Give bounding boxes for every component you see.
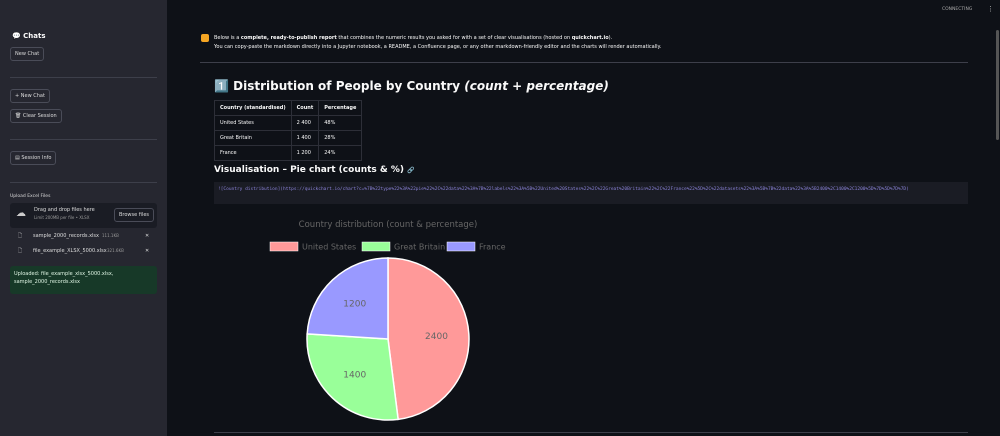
text: 1️⃣ Distribution of People by Country xyxy=(214,79,465,93)
text: quickchart.io xyxy=(571,35,609,41)
drop-text: Drag and drop files here xyxy=(34,207,95,213)
table-cell: 24% xyxy=(318,145,363,161)
button[interactable]: + New Chat xyxy=(10,89,50,103)
browse-button[interactable]: Browse files xyxy=(114,208,155,222)
table: Country (standardised) Count Percentage Uni… xyxy=(214,100,363,161)
table-row: France 1 200 24% xyxy=(214,145,363,161)
code-block: ![Country distribution](https://quickcha… xyxy=(214,182,968,204)
table-cell: France xyxy=(214,145,292,161)
legend-label: France xyxy=(479,243,506,252)
button[interactable]: ▤ Session Info xyxy=(10,151,57,165)
divider xyxy=(10,182,157,183)
table-cell: 2 400 xyxy=(290,115,320,131)
file-name: file_example_XLSX_5000.xlsx xyxy=(33,248,107,254)
text: complete, ready-to-publish report xyxy=(240,35,337,41)
divider xyxy=(10,77,157,78)
subheading: Visualisation – Pie chart (counts & %) 🔗 xyxy=(214,165,415,175)
table-cell: Great Britain xyxy=(214,130,292,146)
table-cell: 28% xyxy=(318,130,363,146)
legend-swatch xyxy=(269,241,299,252)
table-cell: 48% xyxy=(318,115,363,131)
drop-limit: Limit 200MB per file • XLSX xyxy=(34,215,90,220)
upload-icon: ☁ xyxy=(16,208,26,219)
data-label: 1400 xyxy=(343,370,366,380)
sidebar-title: 💬 Chats xyxy=(12,32,46,40)
intro: Below is a complete, ready-to-publish re… xyxy=(214,35,612,41)
table-cell: 1 200 xyxy=(290,145,320,161)
data-label: 2400 xyxy=(425,332,448,342)
dropzone[interactable] xyxy=(10,203,157,228)
table-row: Country (standardised) Count Percentage xyxy=(214,100,363,116)
legend-swatch xyxy=(446,241,476,252)
divider xyxy=(200,62,968,63)
table-cell: Count xyxy=(290,100,320,116)
text: that combines the numeric results you as… xyxy=(336,35,572,41)
remove-file[interactable]: ✕ xyxy=(145,233,150,239)
table-row: United States 2 400 48% xyxy=(214,115,363,131)
table-cell: 1 400 xyxy=(290,130,320,146)
button[interactable]: New Chat xyxy=(10,47,45,61)
table-cell: United States xyxy=(214,115,292,131)
file-icon: 🗋 xyxy=(18,248,23,254)
text: ). xyxy=(608,35,613,41)
pie-slice xyxy=(387,257,470,421)
scrollbar[interactable] xyxy=(996,30,999,140)
legend-label: United States xyxy=(302,243,356,252)
file-icon: 🗋 xyxy=(18,233,23,239)
divider xyxy=(10,139,157,140)
text: Below is a xyxy=(214,35,241,41)
text: Visualisation – Pie chart (counts & %) xyxy=(214,165,405,175)
intro: You can copy-paste the markdown directly… xyxy=(214,44,662,50)
status: CONNECTING xyxy=(942,7,973,12)
button[interactable]: 🗑 Clear Session xyxy=(10,109,62,123)
menu[interactable]: ⋮ xyxy=(987,5,994,13)
table-cell: Country (standardised) xyxy=(214,100,292,116)
file-size: 111.1KB xyxy=(102,233,119,238)
legend-label: Great Britain xyxy=(394,243,445,252)
avatar xyxy=(201,34,209,42)
legend-swatch xyxy=(361,241,391,252)
text: (count + percentage) xyxy=(464,79,609,93)
remove-file[interactable]: ✕ xyxy=(145,248,150,254)
link-icon[interactable]: 🔗 xyxy=(407,167,415,174)
chart-title: Country distribution (count & percentage… xyxy=(299,220,478,230)
upload-label: Upload Excel Files xyxy=(10,194,51,199)
pie-slice xyxy=(306,257,389,340)
divider xyxy=(214,432,968,433)
data-label: 1200 xyxy=(343,300,366,310)
table-row: Great Britain 1 400 28% xyxy=(214,130,363,146)
success-alert: Uploaded: file_example_xlsx_5000.xlsx, s… xyxy=(10,266,157,294)
chart: Country distribution (count & percentage… xyxy=(269,220,506,421)
file-size: 321.6KB xyxy=(107,248,124,253)
heading: 1️⃣ Distribution of People by Country (c… xyxy=(214,79,609,93)
file-name: sample_2000_records.xlsx xyxy=(33,233,99,239)
pie-slice xyxy=(306,333,399,421)
table-cell: Percentage xyxy=(318,100,363,116)
